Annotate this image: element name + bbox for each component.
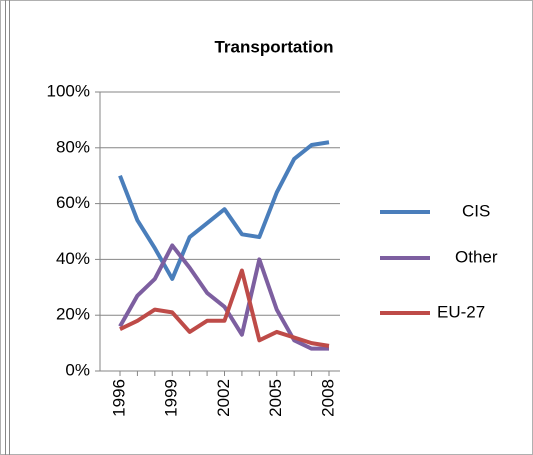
x-tick-label: 2002 [214, 379, 233, 417]
x-tick-label: 2008 [318, 379, 337, 417]
chart-title: Transportation [214, 37, 333, 56]
x-tick-label: 1999 [162, 379, 181, 417]
legend-label: EU-27 [437, 302, 485, 321]
x-tick-label: 2005 [266, 379, 285, 417]
series-line [118, 243, 329, 351]
y-tick-label: 40% [56, 249, 90, 268]
series-line [119, 268, 330, 348]
x-tick-label: 1996 [109, 379, 128, 417]
y-tick-label: 100% [47, 81, 90, 100]
y-tick-label: 0% [65, 360, 90, 379]
y-tick-label: 80% [56, 137, 90, 156]
y-tick-label: 20% [56, 305, 90, 324]
series-line [118, 140, 330, 281]
legend-label: Other [455, 247, 498, 266]
y-tick-label: 60% [56, 193, 90, 212]
legend-label: CIS [462, 201, 490, 220]
